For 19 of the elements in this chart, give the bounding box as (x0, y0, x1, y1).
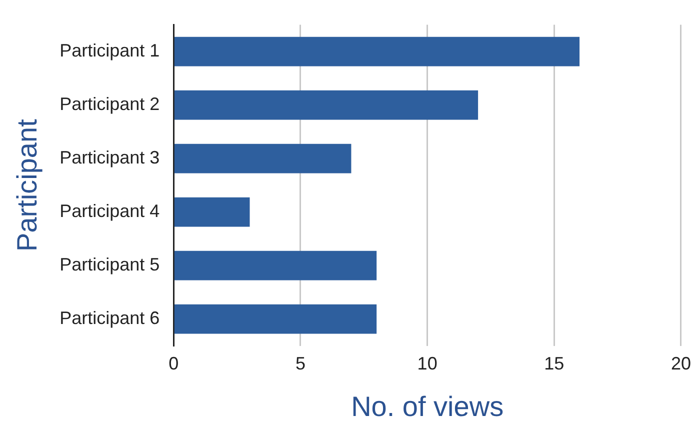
bar (174, 90, 478, 120)
x-axis-title: No. of views (351, 390, 504, 422)
x-tick-label: 10 (417, 354, 438, 374)
bar (174, 250, 377, 280)
y-axis-title: Participant (12, 118, 43, 252)
y-tick-label: Participant 6 (60, 308, 160, 328)
x-tick-label: 20 (670, 354, 692, 374)
y-tick-label: Participant 1 (60, 40, 160, 61)
y-tick-label: Participant 3 (60, 148, 160, 168)
x-tick-label: 5 (295, 354, 306, 374)
y-tick-label: Participant 4 (60, 201, 160, 222)
x-tick-label: 15 (544, 354, 564, 374)
x-tick-label: 0 (168, 354, 179, 374)
bar (174, 36, 580, 66)
bar (174, 144, 352, 174)
y-tick-label: Participant 2 (60, 94, 160, 114)
y-tick-label: Participant 5 (60, 254, 160, 275)
bar (174, 304, 377, 334)
bar (174, 197, 250, 227)
